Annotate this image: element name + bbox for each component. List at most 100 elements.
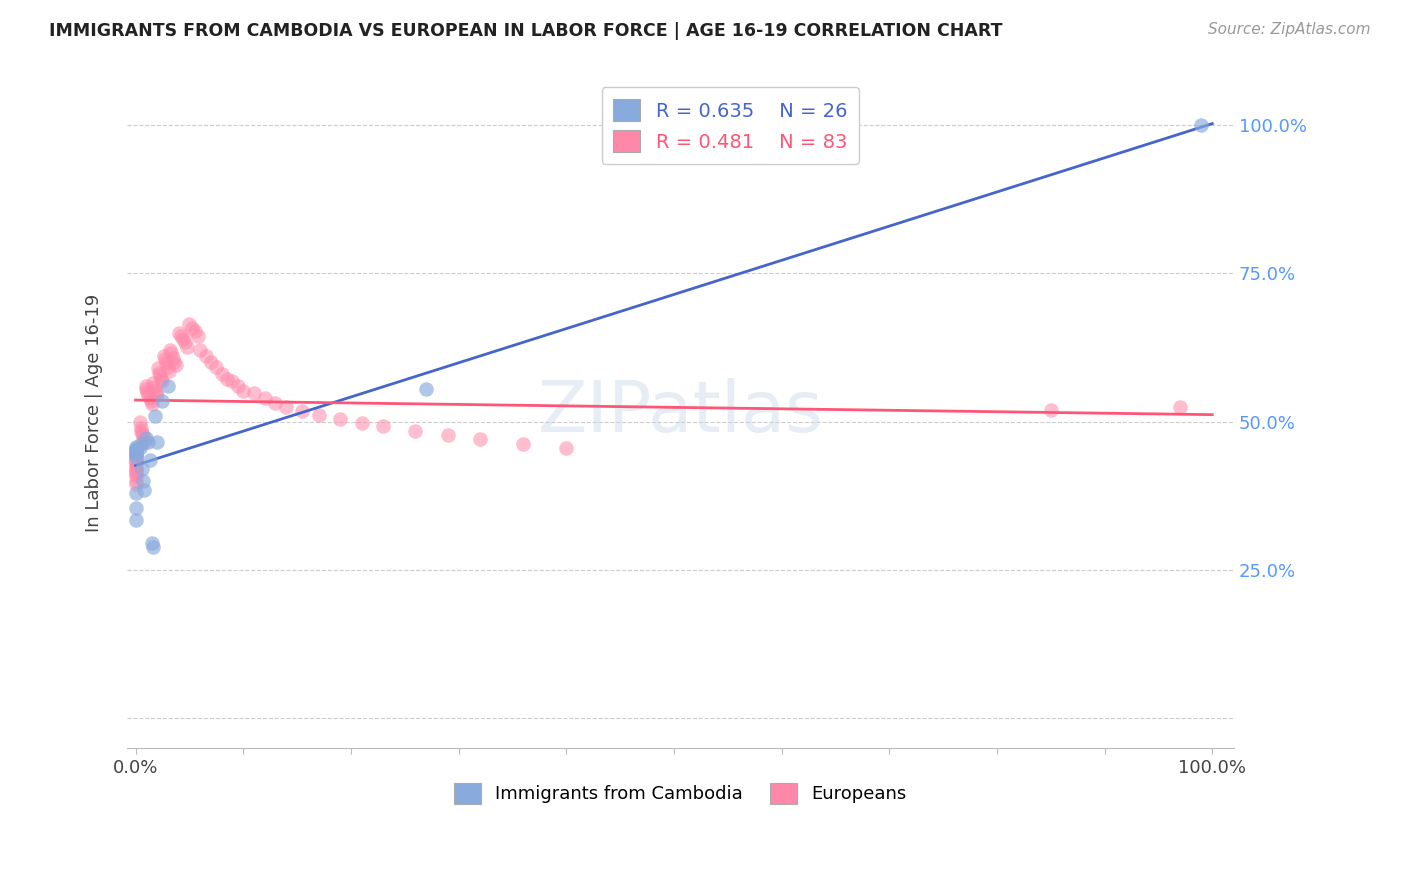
Point — [253, 391, 276, 405]
Point — [215, 372, 238, 386]
Point — [124, 459, 146, 474]
Text: IMMIGRANTS FROM CAMBODIA VS EUROPEAN IN LABOR FORCE | AGE 16-19 CORRELATION CHAR: IMMIGRANTS FROM CAMBODIA VS EUROPEAN IN … — [49, 22, 1002, 40]
Point — [124, 477, 146, 491]
Point — [132, 474, 155, 488]
Point — [138, 453, 160, 467]
Point — [124, 512, 146, 526]
Point — [124, 451, 146, 466]
Text: ZIPatlas: ZIPatlas — [537, 378, 823, 447]
Point — [153, 352, 176, 367]
Point — [200, 355, 222, 369]
Point — [142, 541, 165, 555]
Point — [141, 536, 163, 550]
Point — [264, 395, 287, 409]
Point — [124, 443, 146, 458]
Point — [143, 409, 166, 423]
Point — [124, 453, 146, 467]
Point — [205, 359, 228, 374]
Point — [135, 379, 157, 393]
Point — [124, 500, 146, 515]
Point — [226, 379, 249, 393]
Point — [159, 343, 181, 358]
Point — [124, 465, 146, 479]
Point — [146, 361, 169, 376]
Point — [124, 486, 146, 500]
Point — [138, 388, 160, 402]
Point — [136, 384, 159, 399]
Point — [155, 356, 177, 370]
Point — [129, 424, 152, 438]
Point — [128, 415, 150, 429]
Point — [135, 431, 157, 445]
Point — [141, 397, 163, 411]
Point — [135, 382, 157, 396]
Point — [124, 467, 146, 481]
Point — [373, 419, 395, 434]
Point — [157, 364, 180, 378]
Point — [124, 442, 146, 456]
Point — [156, 359, 179, 374]
Point — [131, 462, 153, 476]
Text: Source: ZipAtlas.com: Source: ZipAtlas.com — [1208, 22, 1371, 37]
Point — [221, 374, 243, 388]
Point — [124, 447, 146, 461]
Point — [1168, 400, 1191, 414]
Point — [134, 435, 156, 450]
Text: 100.0%: 100.0% — [1178, 759, 1246, 777]
Point — [124, 447, 146, 461]
Point — [146, 435, 169, 450]
Point — [138, 391, 160, 405]
Point — [150, 372, 173, 386]
Point — [174, 334, 197, 349]
Point — [124, 440, 146, 454]
Point — [124, 456, 146, 470]
Point — [148, 366, 170, 380]
Point — [180, 321, 202, 335]
Point — [132, 429, 155, 443]
Point — [124, 455, 146, 469]
Point — [162, 351, 184, 365]
Point — [404, 424, 426, 438]
Point — [291, 404, 314, 418]
Point — [555, 442, 578, 456]
Point — [415, 382, 437, 396]
Point — [124, 444, 146, 458]
Point — [152, 393, 174, 408]
Point — [124, 462, 146, 476]
Point — [176, 341, 198, 355]
Point — [138, 435, 160, 450]
Point — [129, 437, 152, 451]
Point — [124, 450, 146, 465]
Point — [163, 355, 186, 369]
Point — [152, 374, 174, 388]
Point — [512, 437, 534, 451]
Point — [134, 483, 156, 497]
Point — [124, 449, 146, 463]
Point — [329, 411, 352, 425]
Y-axis label: In Labor Force | Age 16-19: In Labor Force | Age 16-19 — [86, 293, 103, 532]
Point — [243, 386, 266, 401]
Point — [167, 326, 190, 340]
Point — [139, 393, 162, 408]
Point — [143, 384, 166, 398]
Point — [149, 368, 172, 383]
Text: 0.0%: 0.0% — [112, 759, 159, 777]
Point — [160, 346, 183, 360]
Point — [1191, 118, 1213, 132]
Point — [436, 427, 458, 442]
Point — [350, 416, 373, 430]
Point — [146, 388, 169, 402]
Point — [165, 358, 187, 372]
Point — [276, 400, 298, 414]
Point — [124, 463, 146, 477]
Point — [152, 350, 174, 364]
Point — [124, 474, 146, 488]
Point — [468, 433, 491, 447]
Point — [194, 350, 217, 364]
Point — [124, 469, 146, 483]
Point — [211, 367, 233, 381]
Point — [179, 317, 201, 331]
Point — [187, 328, 209, 343]
Point — [142, 376, 165, 390]
Point — [128, 442, 150, 456]
